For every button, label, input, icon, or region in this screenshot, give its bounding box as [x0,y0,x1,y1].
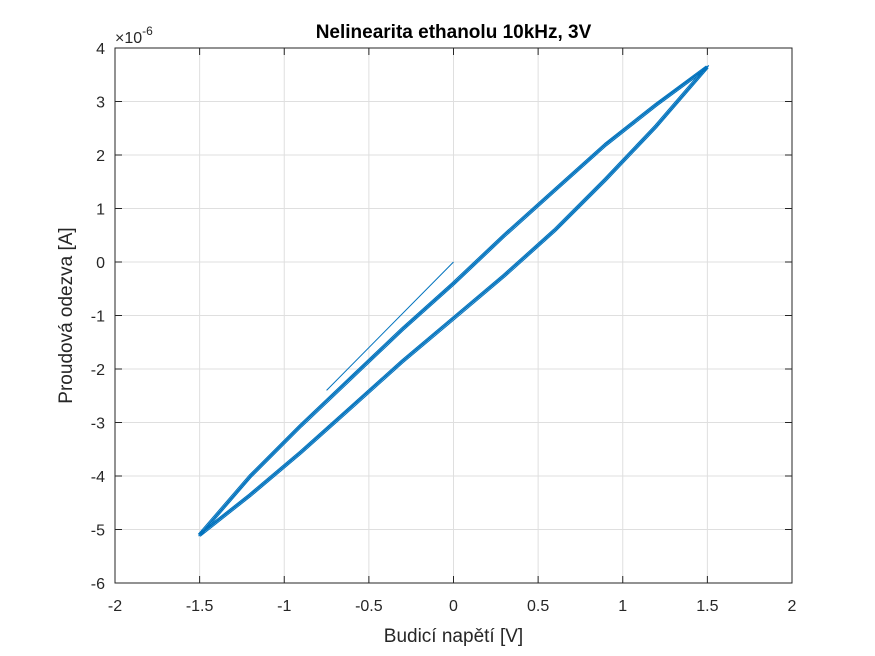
y-tick-label: -1 [91,309,105,326]
y-axis-exponent-base: ×10 [115,30,142,47]
x-tick-label: -2 [108,598,122,615]
y-tick-label: 3 [96,95,105,112]
series-line [197,65,707,535]
series-line [198,67,707,537]
y-tick-label: 2 [96,148,105,165]
y-axis-exponent: ×10-6 [115,24,153,47]
y-tick-label: 1 [96,202,105,219]
data-layer [197,65,710,537]
series-line [199,67,709,537]
x-tick-label: 0 [449,598,458,615]
chart-title: Nelinearita ethanolu 10kHz, 3V [316,22,592,43]
x-tick-label: 2 [788,598,797,615]
y-tick-label: -5 [91,523,105,540]
start-segment [326,261,454,391]
y-tick-label: 4 [96,41,105,58]
y-tick-label: -6 [91,576,105,593]
y-tick-label: 0 [96,255,105,272]
x-tick-label: -1 [277,598,291,615]
x-tick-label: -1.5 [186,598,214,615]
y-tick-label: -4 [91,469,105,486]
y-axis-exponent-power: -6 [142,24,153,38]
x-tick-label: 1 [618,598,627,615]
x-axis-label: Budicí napětí [V] [384,626,523,647]
x-tick-label: 1.5 [696,598,718,615]
y-tick-label: -3 [91,416,105,433]
y-axis-label: Proudová odezva [A] [56,227,77,403]
y-tick-label: -2 [91,362,105,379]
x-tick-label: 0.5 [527,598,549,615]
ticks: -2 -1.5 -1 -0.5 0 0.5 1 1.5 2 -6 -5 -4 -3 -2 -1 0 1 2 3 4 [91,41,797,615]
x-tick-label: -0.5 [355,598,383,615]
